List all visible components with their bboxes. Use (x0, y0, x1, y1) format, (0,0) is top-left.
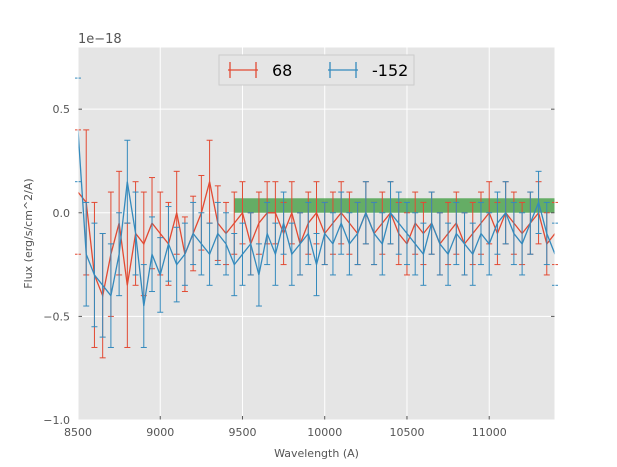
x-tick-label-0: 8500 (64, 426, 92, 439)
x-tick-label-4: 10500 (389, 426, 424, 439)
axes: 8500 9000 9500 10000 10500 11000 0.5 0.0 −0.5 −1.… (43, 46, 556, 439)
legend: 68 -152 (218, 54, 415, 86)
y-tick-label-3: −1.0 (43, 414, 70, 427)
plot-frame (77, 46, 556, 421)
series-1 (75, 77, 558, 348)
x-tick-label-1: 9000 (146, 426, 174, 439)
x-axis-label: Wavelength (A) (274, 447, 359, 460)
series-line-0 (77, 181, 556, 298)
green-band (234, 198, 556, 213)
legend-label-neg152: -152 (372, 61, 408, 80)
series-line-1 (77, 129, 556, 307)
legend-entry-neg152: -152 (328, 61, 408, 80)
band-layer (234, 198, 556, 213)
x-tick-label-5: 11000 (472, 426, 507, 439)
x-tick-label-3: 10000 (307, 426, 342, 439)
y-tick-label-1: 0.0 (53, 207, 71, 220)
legend-label-68: 68 (272, 61, 292, 80)
x-tick-label-2: 9500 (228, 426, 256, 439)
series-layer (75, 77, 558, 359)
y-tick-label-2: −0.5 (43, 310, 70, 323)
y-tick-label-0: 0.5 (53, 103, 71, 116)
y-axis-label: Flux (erg/s/cm^2/A) (22, 178, 35, 288)
legend-entry-68: 68 (228, 61, 292, 80)
y-offset-label: 1e−18 (78, 32, 122, 47)
